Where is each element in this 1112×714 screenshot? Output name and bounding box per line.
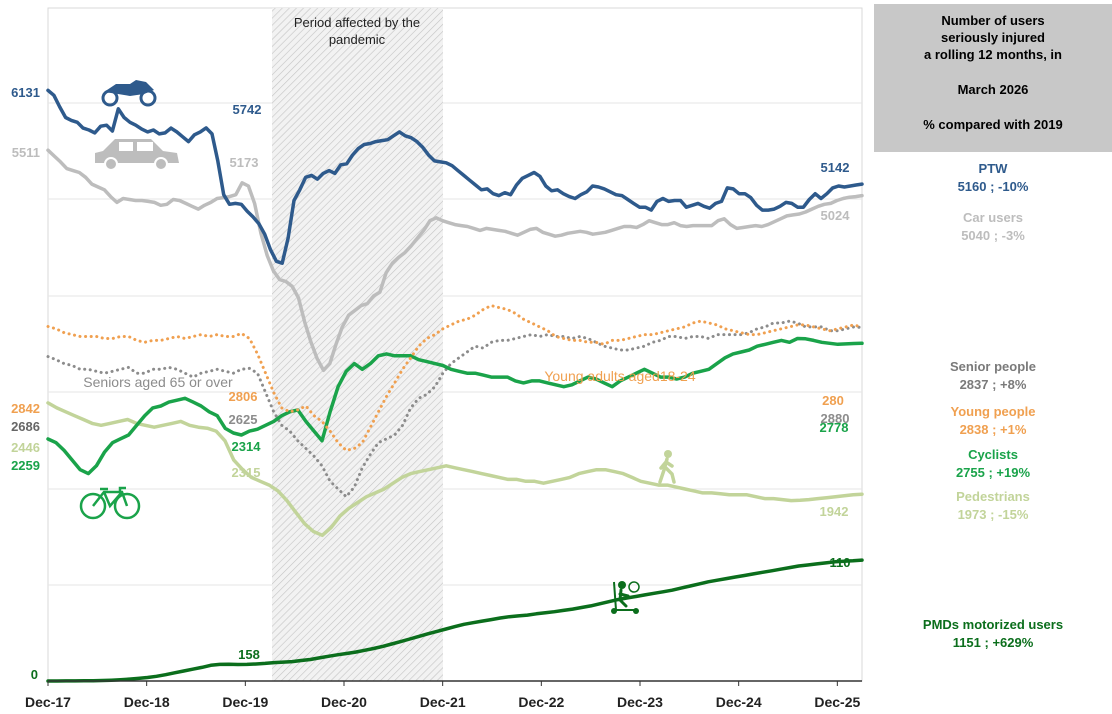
x-tick-label: Dec-24 [716,694,762,710]
summary-cyclists: Cyclists 2755 ; +19% [874,446,1112,482]
pandemic-period-label: Period affected by the [294,15,420,30]
header-line-2: seriously injured [940,30,1046,45]
data-label-young_2019: 2806 [229,389,258,404]
labels-layer: 6131 5511 2842 2686 2446 2259 0 5742 5173 2806 262… [11,85,850,682]
x-tick-label: Dec-17 [25,694,71,710]
summary-pmd: PMDs motorized users 1151 ; +629% [874,616,1112,652]
summary-senior-name: Senior people [950,359,1036,374]
summary-ptw-value: 5160 ; -10% [957,179,1029,194]
label-seniors-65: Seniors aged 65 or over [83,374,233,390]
summary-ptw-name: PTW [978,161,1008,176]
x-tick-label: Dec-25 [814,694,860,710]
pandemic-period-label-2: pandemic [329,32,386,47]
x-tick-label: Dec-20 [321,694,367,710]
series-line-car-users [46,148,864,373]
summary-header: Number of users seriously injured a roll… [874,4,1112,152]
summary-pmd-value: 1151 ; +629% [952,635,1034,650]
summary-senior: Senior people 2837 ; +8% [874,358,1112,394]
data-label-ptw_end: 5142 [821,160,850,175]
summary-pedestrians-value: 1973 ; -15% [957,507,1029,522]
data-label-pmd_end: 110 [830,555,851,570]
header-line-3: a rolling 12 months, in [924,47,1062,62]
series-line-pmds-motorized-users [46,558,864,683]
data-label-car_end: 5024 [821,208,851,223]
summary-car-name: Car users [963,210,1023,225]
summary-pmd-name: PMDs motorized users [922,617,1064,632]
data-label-cyclist_2019: 2314 [232,439,262,454]
plot-frame [47,7,863,682]
series-line-pedestrians [46,401,864,538]
bicycle-icon [79,486,141,520]
series-layer [46,88,864,683]
x-tick-label: Dec-19 [222,694,268,710]
data-label-car_start: 5511 [12,145,40,160]
summary-pedestrians: Pedestrians 1973 ; -15% [874,488,1112,524]
summary-cyclists-name: Cyclists [968,447,1018,462]
data-label-senior_start: 2686 [11,419,40,434]
scooter-icon [611,581,640,614]
data-label-pmd_start: 0 [31,667,38,682]
x-tick-label: Dec-21 [420,694,466,710]
x-tick-label: Dec-18 [124,694,170,710]
data-label-car_2019: 5173 [230,155,259,170]
x-tick-label: Dec-23 [617,694,663,710]
motorcycle-icon [101,80,157,107]
summary-cyclists-value: 2755 ; +19% [955,465,1031,480]
data-label-cyclist_start: 2259 [11,458,40,473]
pandemic-period-shading [272,8,443,681]
summary-car-value: 5040 ; -3% [961,228,1025,243]
data-label-senior_end: 2880 [821,411,850,426]
data-label-senior_2019: 2625 [229,412,258,427]
x-tick-label: Dec-22 [518,694,564,710]
data-label-ped_start: 2446 [11,440,40,455]
header-line-1: Number of users [941,13,1045,28]
data-label-ptw_2019: 5742 [233,102,262,117]
line-chart: Period affected by the pandemic 6131 5511… [11,7,864,710]
car-icon [95,139,179,171]
data-label-pmd_2019: 158 [238,647,260,662]
series-line-ptw [46,88,864,265]
data-label-ptw_start: 6131 [11,85,40,100]
data-label-ped_end: 1942 [820,504,849,519]
summary-young-name: Young people [950,404,1036,419]
summary-senior-value: 2837 ; +8% [959,377,1027,392]
gridlines [47,7,863,682]
header-line-4: March 2026 [957,82,1029,97]
data-label-young_start: 2842 [11,401,40,416]
data-label-ped_2019: 2315 [232,465,261,480]
data-label-cyclist_end: 2778 [820,420,849,435]
series-line-young-people [46,304,864,452]
series-line-cyclists [46,336,864,476]
summary-pedestrians-name: Pedestrians [956,489,1030,504]
header-line-5: % compared with 2019 [923,117,1063,132]
summary-car: Car users 5040 ; -3% [874,209,1112,245]
summary-ptw: PTW 5160 ; -10% [874,160,1112,196]
series-line-senior-people [46,319,864,499]
pedestrian-icon [658,450,676,484]
data-label-young_end: 280 [822,393,844,408]
label-young-adults: Young adults aged18-24 [544,368,696,384]
x-axis: Dec-17 Dec-18 Dec-19 Dec-20 Dec-21 Dec-22 Dec-… [25,680,862,710]
summary-young: Young people 2838 ; +1% [874,403,1112,439]
summary-young-value: 2838 ; +1% [959,422,1027,437]
